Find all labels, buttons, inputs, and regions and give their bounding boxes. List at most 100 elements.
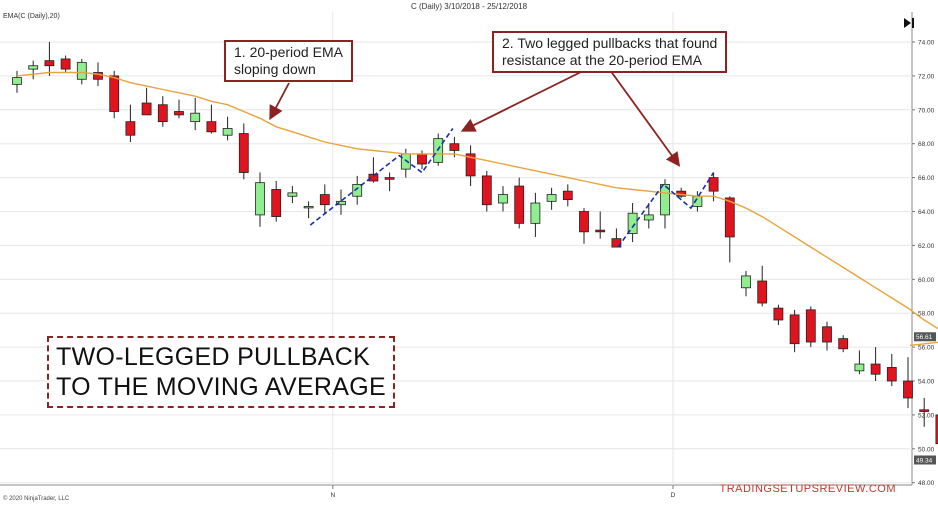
candle [546, 187, 557, 210]
candle-body [60, 58, 71, 70]
candle-body [579, 211, 589, 233]
annotation-two-legged-line1: 2. Two legged pullbacks that found [502, 35, 718, 51]
candle-body [400, 153, 411, 170]
candle [789, 309, 800, 353]
candle [919, 397, 930, 427]
candle-body [222, 128, 233, 136]
candle-body [368, 173, 379, 182]
candle [368, 157, 379, 183]
candle-body [465, 153, 476, 177]
price-tag: 49.34 [914, 455, 936, 465]
candle-body [141, 102, 152, 116]
candle-body [109, 75, 120, 112]
indicator-label: EMA(C (Daily),20) [3, 13, 60, 20]
candle-body [206, 121, 217, 133]
candle [773, 304, 784, 326]
annotation-two-legged-line2: resistance at the 20-period EMA [502, 52, 702, 68]
y-tick-label: 52.00 [918, 412, 935, 419]
y-tick-label: 56.00 [918, 345, 935, 352]
price-tags: 56.61 49.34 [914, 332, 936, 465]
candle-body [352, 183, 363, 197]
candle [76, 58, 87, 85]
candles [12, 42, 938, 445]
candle-body [481, 175, 492, 206]
candle-body [757, 280, 768, 304]
candle [838, 335, 849, 353]
candle-body [417, 153, 427, 165]
candle [287, 186, 298, 204]
price-tag-bg [914, 332, 936, 342]
chart-grid [0, 12, 913, 486]
candle [562, 184, 573, 207]
ema-20-line [16, 71, 938, 347]
candle-body [595, 229, 606, 233]
candle [174, 99, 184, 119]
candle [336, 189, 346, 215]
candle-body [238, 133, 249, 173]
candle-body [805, 309, 816, 343]
candle-body [886, 367, 897, 382]
candle-body [903, 380, 913, 399]
y-axis: 74.00 72.00 70.00 68.00 66.00 64.00 62.00 60.00… [912, 40, 935, 487]
candle-body [449, 143, 460, 151]
candle-body [174, 111, 184, 116]
y-tick-label: 60.00 [918, 277, 935, 284]
candle [643, 203, 654, 229]
y-tick-label: 54.00 [918, 379, 935, 386]
y-tick-label: 48.00 [918, 480, 935, 487]
copyright: © 2020 NinjaTrader, LLC [3, 496, 70, 502]
candle [190, 97, 201, 131]
candle-body [854, 363, 865, 372]
candle [60, 55, 71, 73]
y-tick-label: 64.00 [918, 209, 935, 216]
candle-body [287, 192, 298, 197]
candle-body [838, 338, 849, 350]
candle [724, 196, 735, 263]
candle [935, 414, 938, 445]
candle-body [935, 414, 938, 445]
candle-body [611, 238, 622, 248]
candle-body [44, 60, 55, 67]
candle-body [336, 200, 346, 206]
candle [465, 145, 476, 187]
play-end-icon[interactable] [902, 16, 916, 30]
candle [805, 306, 816, 348]
candle [141, 87, 152, 116]
candle-body [660, 183, 670, 216]
candle [28, 60, 39, 80]
candle [741, 270, 751, 297]
candle-body [643, 214, 654, 221]
candle [870, 347, 881, 381]
candle-body [271, 189, 282, 217]
candle [481, 170, 492, 212]
candle [498, 186, 508, 212]
candle-body [530, 202, 541, 224]
candle-body [708, 177, 719, 192]
annotation-two-legged: 2. Two legged pullbacks that found resis… [492, 31, 728, 73]
y-tick-label: 68.00 [918, 141, 935, 148]
pullback-pattern [309, 127, 715, 248]
headline-box: TWO-LEGGED PULLBACK TO THE MOVING AVERAG… [47, 336, 395, 408]
ema-line [16, 71, 938, 347]
candle [384, 172, 395, 192]
candle-body [724, 197, 735, 238]
y-tick-label: 74.00 [918, 40, 935, 47]
candle [125, 104, 136, 143]
annotation-ema-line2: sloping down [234, 61, 316, 77]
candle-body [822, 326, 832, 343]
annotation-ema-sloping: 1. 20-period EMA sloping down [224, 40, 353, 82]
candle [854, 350, 865, 375]
candle [611, 228, 622, 248]
price-tag-label: 56.61 [916, 334, 933, 341]
candle [757, 265, 768, 307]
candle-body [319, 194, 330, 206]
headline-line1: TWO-LEGGED PULLBACK [56, 343, 371, 371]
candle [222, 116, 233, 141]
candle-body [76, 61, 87, 80]
candle-body [255, 182, 265, 216]
candle [903, 357, 913, 409]
candle [255, 172, 265, 227]
price-tag: 56.61 [914, 332, 936, 342]
